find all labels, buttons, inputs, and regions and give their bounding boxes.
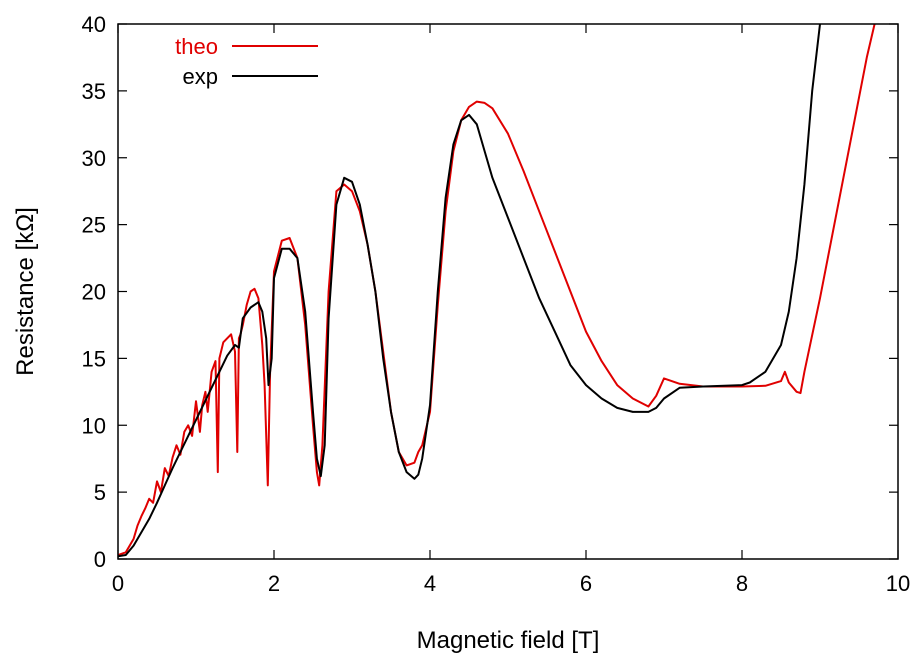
series-lines xyxy=(118,24,876,558)
y-tick-labels: 0 5 10 15 20 25 30 35 40 xyxy=(82,12,106,572)
x-tick-label: 4 xyxy=(424,571,436,596)
x-axis-label: Magnetic field [T] xyxy=(417,627,600,654)
series-line-theo xyxy=(118,24,876,556)
y-tick-label: 40 xyxy=(82,12,106,37)
x-tick-label: 10 xyxy=(886,571,910,596)
y-tick-label: 30 xyxy=(82,146,106,171)
x-tick-label: 0 xyxy=(112,571,124,596)
legend-label-theo: theo xyxy=(175,34,218,59)
y-tick-label: 10 xyxy=(82,413,106,438)
legend: theo exp xyxy=(175,34,318,89)
x-tick-label: 2 xyxy=(268,571,280,596)
x-tick-label: 6 xyxy=(580,571,592,596)
plot-frame xyxy=(117,23,899,560)
y-tick-label: 25 xyxy=(82,213,106,238)
x-tick-label: 8 xyxy=(736,571,748,596)
legend-label-exp: exp xyxy=(183,64,218,89)
y-tick-label: 5 xyxy=(94,480,106,505)
y-axis-label: Resistance [kΩ] xyxy=(12,207,39,376)
series-line-exp xyxy=(118,24,821,558)
y-tick-label: 15 xyxy=(82,346,106,371)
y-tick-label: 0 xyxy=(94,547,106,572)
tick-marks xyxy=(117,23,899,560)
y-tick-label: 35 xyxy=(82,79,106,104)
x-tick-labels: 0 2 4 6 8 10 xyxy=(112,571,910,596)
y-tick-label: 20 xyxy=(82,280,106,305)
